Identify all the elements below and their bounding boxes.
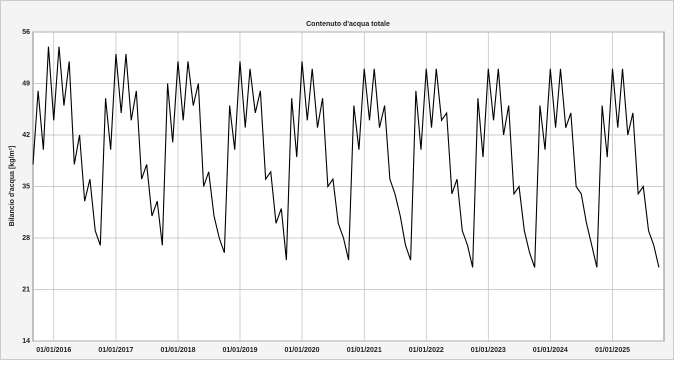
y-tick-label: 14: [22, 338, 30, 345]
x-tick-label: 01/01/2018: [160, 347, 195, 354]
y-tick-label: 21: [22, 286, 30, 293]
x-tick-label: 01/01/2017: [98, 347, 133, 354]
x-tick-label: 01/01/2022: [409, 347, 444, 354]
x-tick-label: 01/01/2019: [222, 347, 257, 354]
y-tick-label: 56: [22, 29, 30, 36]
chart-title: Contenuto d'acqua totale: [306, 21, 390, 28]
x-tick-label: 01/01/2021: [347, 347, 382, 354]
y-tick-label: 35: [22, 183, 30, 190]
x-tick-label: 01/01/2020: [284, 347, 319, 354]
y-tick-label: 28: [22, 235, 30, 242]
data-line: [32, 46, 660, 268]
x-tick-label: 01/01/2016: [36, 347, 71, 354]
y-tick-label: 42: [22, 132, 30, 139]
y-axis-label: Bilancio d'acqua [kg/m²]: [9, 146, 16, 227]
x-tick-label: 01/01/2023: [471, 347, 506, 354]
x-tick-label: 01/01/2025: [595, 347, 630, 354]
x-tick-label: 01/01/2024: [533, 347, 568, 354]
y-tick-label: 49: [22, 80, 30, 87]
